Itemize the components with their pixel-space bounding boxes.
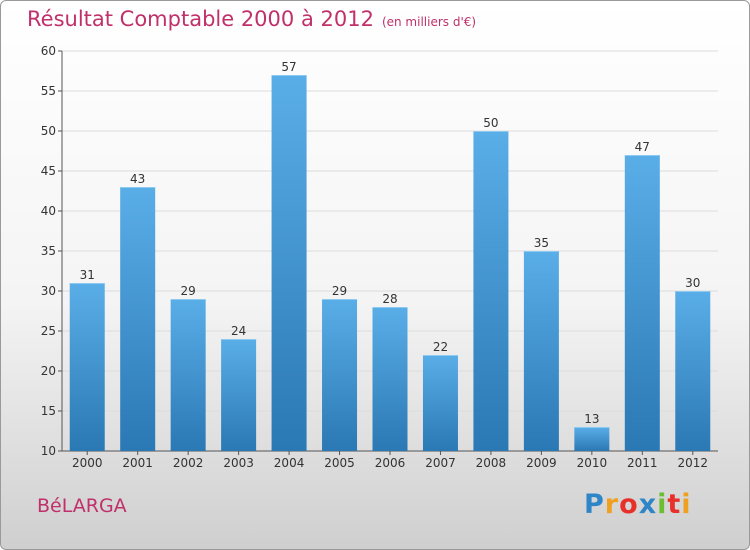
x-tick-label: 2002: [173, 456, 204, 470]
chart-title: Résultat Comptable 2000 à 2012 (en millie…: [27, 7, 476, 31]
data-label: 29: [181, 284, 196, 298]
data-label: 24: [231, 324, 246, 338]
x-tick-label: 2010: [577, 456, 608, 470]
y-tick-label: 40: [41, 204, 56, 218]
x-tick-label: 2007: [425, 456, 456, 470]
proxiti-logo: Proxiti: [584, 489, 692, 520]
bar: [473, 131, 509, 451]
commune-name: BéLARGA: [37, 495, 127, 517]
y-tick-label: 45: [41, 164, 56, 178]
y-tick-label: 10: [41, 444, 56, 458]
bar: [322, 299, 358, 451]
bars: [69, 75, 711, 451]
data-label: 43: [130, 172, 145, 186]
bar: [372, 307, 408, 451]
x-tick-label: 2005: [324, 456, 355, 470]
data-label: 31: [80, 268, 95, 282]
data-label: 47: [635, 140, 650, 154]
x-tick-label: 2012: [677, 456, 708, 470]
data-label: 57: [281, 60, 296, 74]
bar: [675, 291, 711, 451]
bar: [170, 299, 206, 451]
x-tick-label: 2006: [375, 456, 406, 470]
x-tick-label: 2000: [72, 456, 103, 470]
bar: [69, 283, 105, 451]
x-tick-label: 2004: [274, 456, 305, 470]
bar: [574, 427, 610, 451]
data-label: 13: [584, 412, 599, 426]
y-tick-label: 55: [41, 84, 56, 98]
y-tick-label: 15: [41, 404, 56, 418]
unit-label: (en milliers d'€): [381, 15, 477, 29]
bar: [221, 339, 257, 451]
x-tick-label: 2008: [476, 456, 507, 470]
bar: [271, 75, 307, 451]
labels: 31 2000 43 2001 29 2002 24 2003 57 2004 29 2005 28 20…: [72, 60, 708, 470]
logo-letter: x: [638, 489, 658, 520]
y-tick-label: 50: [41, 124, 56, 138]
logo-letter: o: [619, 489, 639, 520]
bar: [422, 355, 458, 451]
data-label: 35: [534, 236, 549, 250]
data-label: 50: [483, 116, 498, 130]
x-tick-label: 2003: [223, 456, 254, 470]
data-label: 30: [685, 276, 700, 290]
x-tick-label: 2009: [526, 456, 557, 470]
y-tick-label: 60: [41, 44, 56, 58]
data-label: 28: [382, 292, 397, 306]
x-tick-label: 2011: [627, 456, 658, 470]
y-tick-label: 35: [41, 244, 56, 258]
data-label: 22: [433, 340, 448, 354]
x-tick-label: 2001: [122, 456, 153, 470]
logo-letter: P: [584, 489, 605, 520]
bar: [120, 187, 156, 451]
bar: [523, 251, 559, 451]
y-tick-label: 20: [41, 364, 56, 378]
logo-letter: t: [667, 489, 682, 520]
data-label: 29: [332, 284, 347, 298]
y-tick-label: 25: [41, 324, 56, 338]
y-tick-label: 30: [41, 284, 56, 298]
logo-letter: i: [657, 489, 668, 520]
bar: [624, 155, 660, 451]
logo-letter: i: [681, 489, 692, 520]
title-text: Résultat Comptable 2000 à 2012: [27, 7, 374, 31]
logo-letter: r: [604, 489, 620, 520]
